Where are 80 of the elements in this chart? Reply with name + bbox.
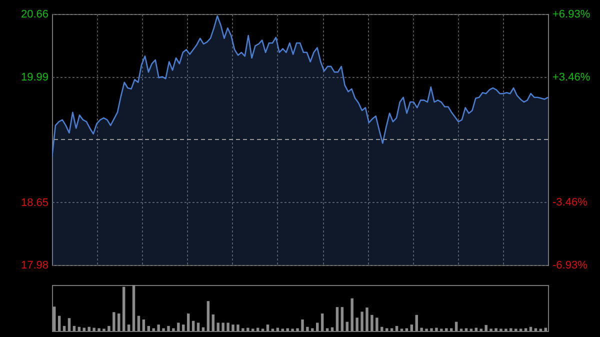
bar [286,328,289,331]
bar [534,328,538,331]
bar [311,328,314,331]
bar [58,316,61,331]
bar [92,328,96,331]
bar [340,307,344,331]
bar [326,328,329,331]
bar [306,326,309,331]
bar [172,328,175,331]
bar [118,314,120,331]
bar [405,328,408,331]
bar [222,322,224,331]
bar [376,318,378,331]
bar [510,328,512,331]
y2-tick-label: +3.46% [552,71,590,84]
bar [435,328,438,331]
bar [494,328,498,331]
bar [132,285,136,331]
bar [445,328,448,331]
y-tick-label: 20.66 [20,8,48,20]
bar [464,328,468,331]
bar [52,306,56,331]
bar [356,318,358,331]
bar [336,307,339,331]
bar [524,328,528,331]
bar [182,324,185,331]
bar [350,298,354,331]
bar [226,322,230,331]
bar [216,322,220,331]
y2-tick-label: -6.93% [552,260,588,272]
bar [127,324,130,331]
bar [192,320,195,331]
bar [206,301,210,331]
bar [88,326,90,331]
bar [320,314,324,331]
bar [147,326,150,331]
bar [152,328,155,331]
bar [162,328,165,331]
bar [186,314,190,331]
bar [142,320,146,331]
bar [454,322,458,331]
bar [157,324,160,331]
bar [137,316,140,331]
bar [236,324,240,331]
y2-tick-label: +6.93% [552,8,590,20]
bar [266,324,270,331]
y-tick-label: 19.99 [20,71,48,84]
bar [98,328,100,331]
bar [167,326,170,331]
bar [420,328,423,331]
bar [108,326,110,331]
y-tick-label: 17.98 [20,260,48,272]
bar [122,286,126,331]
bar [410,324,414,331]
bar [246,328,250,331]
bar [366,308,368,331]
bar [196,322,200,331]
bar [385,328,388,331]
bar [177,322,180,331]
bar [450,328,453,331]
bar [346,322,349,331]
bar [360,312,364,331]
bar [390,328,394,331]
y-tick-label: 18.65 [20,196,48,209]
y2-tick-label: -3.46% [552,196,588,209]
bar [242,328,244,331]
bar [484,325,488,331]
bar [296,328,299,331]
bar [112,312,116,331]
bar [68,318,71,331]
bar [232,324,234,331]
bar [430,328,433,331]
bar [415,314,418,331]
bar [212,314,215,331]
bar [301,320,304,331]
bar [395,326,398,331]
bar [316,322,319,331]
bar [62,326,66,331]
bar [72,326,76,331]
bar [370,314,374,331]
